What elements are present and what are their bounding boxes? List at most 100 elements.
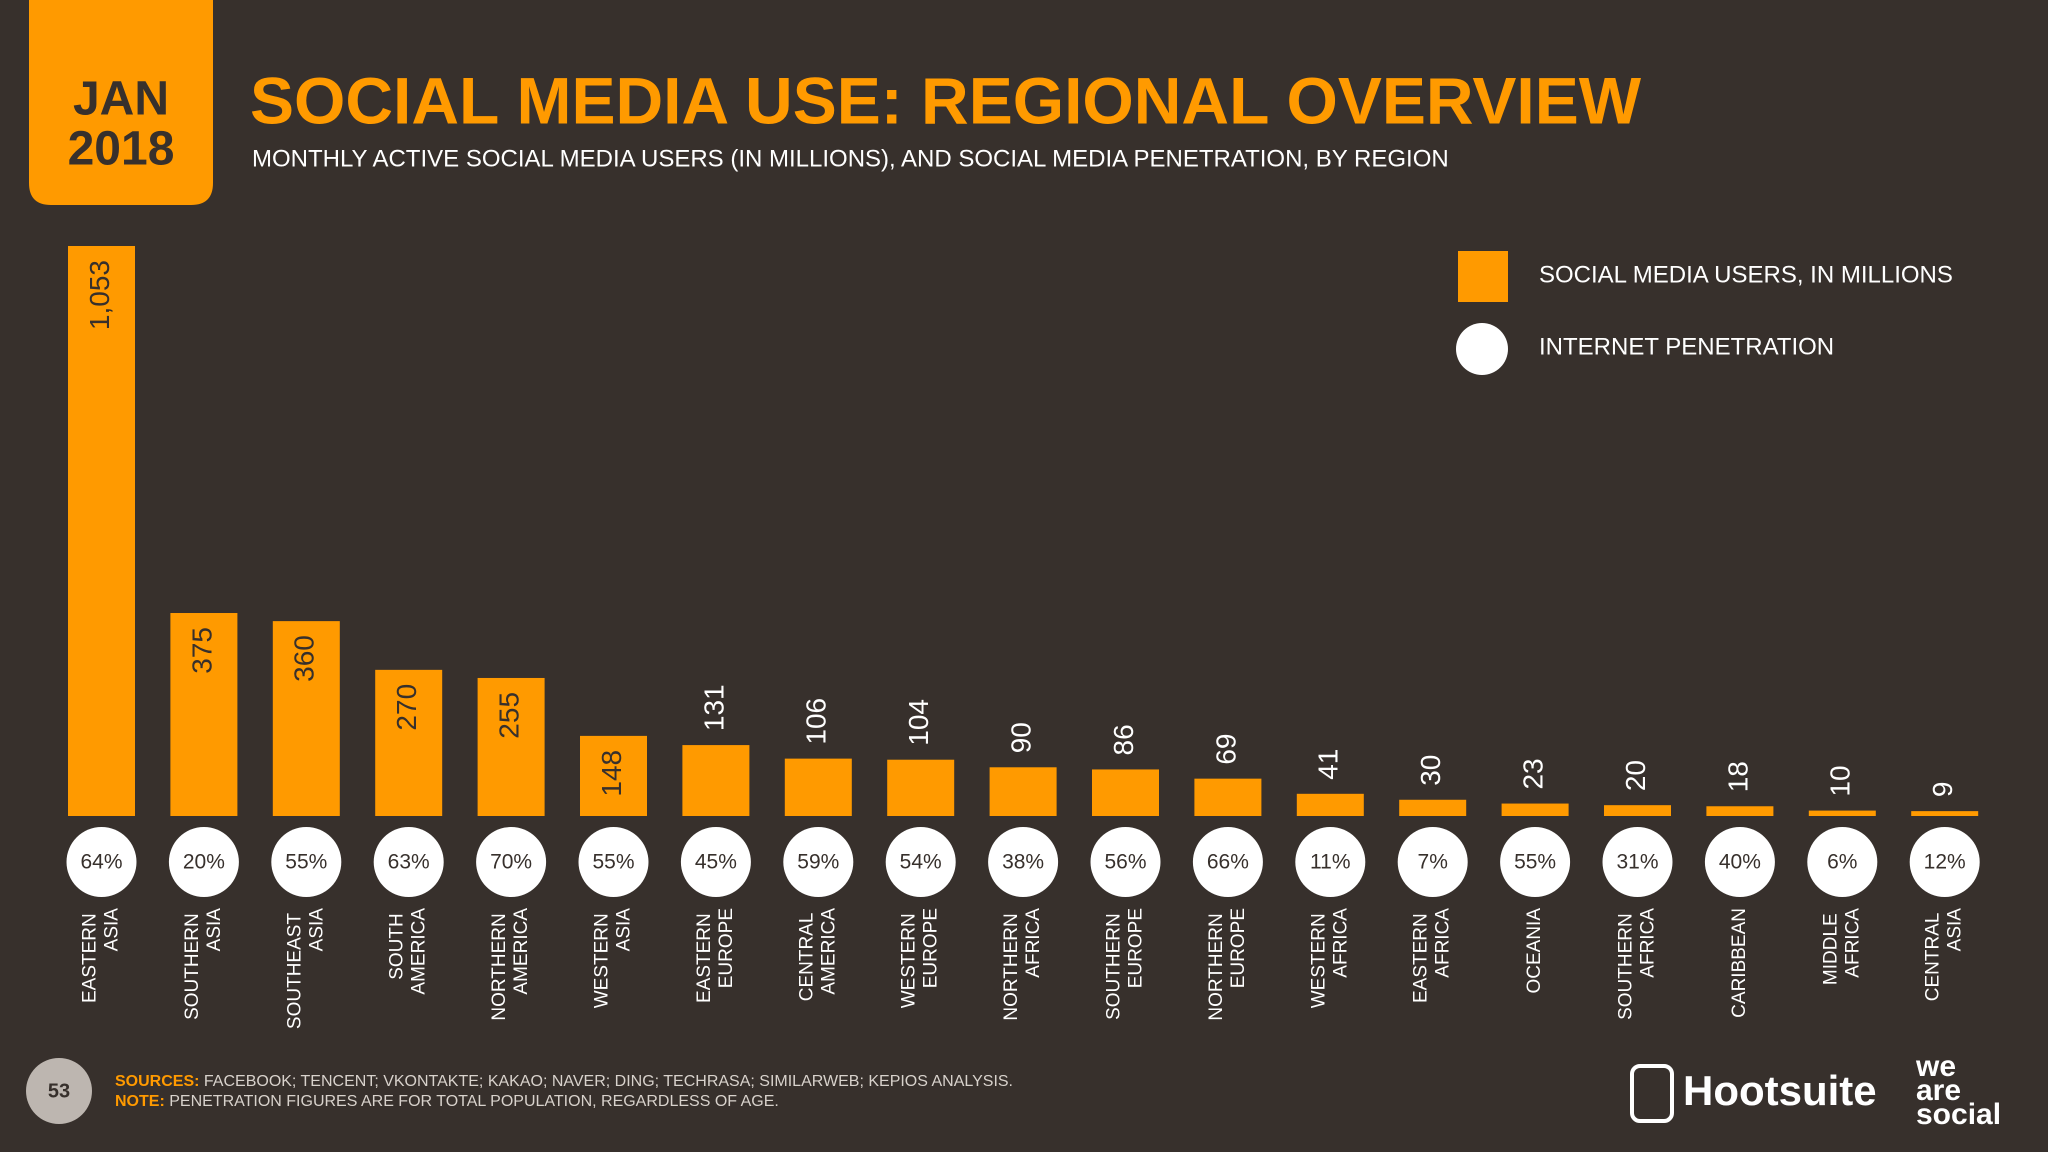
sources-text: FACEBOOK; TENCENT; VKONTAKTE; KAKAO; NAV… bbox=[204, 1073, 1013, 1090]
brand-social-3: social bbox=[1916, 1098, 2001, 1131]
category-label: CENTRAL ASIA bbox=[1923, 908, 1966, 1002]
penetration-circle bbox=[680, 827, 751, 897]
legend-swatch-bar bbox=[1458, 251, 1508, 302]
brand-social-2: are bbox=[1916, 1074, 1961, 1107]
category-label: CENTRAL AMERICA bbox=[796, 908, 839, 1002]
penetration-label: 55% bbox=[285, 851, 327, 874]
penetration-circle bbox=[1704, 827, 1775, 897]
penetration-circle bbox=[578, 827, 649, 897]
penetration-label: 56% bbox=[1104, 851, 1146, 874]
category-line: WESTERN bbox=[592, 908, 613, 1008]
brand-social-1: we bbox=[1915, 1050, 1956, 1083]
penetration-circle bbox=[988, 827, 1059, 897]
penetration-label: 66% bbox=[1207, 851, 1249, 874]
bar-value-label: 10 bbox=[1825, 765, 1856, 796]
penetration-circle bbox=[1500, 827, 1571, 897]
bar-value-label: 148 bbox=[596, 750, 627, 797]
category-line: ASIA bbox=[306, 908, 327, 952]
bar bbox=[1092, 769, 1159, 816]
category-line: CARIBBEAN bbox=[1729, 908, 1750, 1018]
penetration-circle bbox=[1909, 827, 1980, 897]
category-line: AMERICA bbox=[818, 908, 839, 995]
category-line: EASTERN bbox=[1411, 908, 1432, 1003]
category-line: EASTERN bbox=[694, 908, 715, 1003]
date-tab bbox=[29, 0, 213, 205]
category-line: ASIA bbox=[204, 908, 225, 952]
category-line: EASTERN bbox=[80, 908, 101, 1003]
category-line: EUROPE bbox=[1126, 908, 1147, 988]
category-label: CARIBBEAN bbox=[1729, 908, 1750, 1018]
category-line: AFRICA bbox=[1638, 908, 1659, 978]
penetration-label: 55% bbox=[1514, 851, 1556, 874]
category-label: NORTHERN EUROPE bbox=[1206, 908, 1249, 1021]
bar-value-label: 360 bbox=[289, 635, 320, 682]
penetration-label: 70% bbox=[490, 851, 532, 874]
chart-title: SOCIAL MEDIA USE: REGIONAL OVERVIEW bbox=[250, 63, 1642, 137]
bar bbox=[1296, 793, 1364, 816]
category-line: WESTERN bbox=[1308, 908, 1329, 1008]
bar bbox=[477, 677, 545, 816]
category-label: WESTERN EUROPE bbox=[899, 908, 942, 1008]
sources-label: SOURCES: bbox=[115, 1073, 199, 1090]
penetration-circle bbox=[66, 827, 137, 897]
page-number: 53 bbox=[48, 1080, 70, 1102]
note-label: NOTE: bbox=[115, 1093, 165, 1110]
category-line: AFRICA bbox=[1023, 908, 1044, 978]
penetration-label: 40% bbox=[1719, 851, 1761, 874]
bar-value-label: 20 bbox=[1620, 760, 1651, 791]
bar-value-label: 69 bbox=[1210, 733, 1241, 764]
bar bbox=[68, 246, 135, 816]
penetration-circle bbox=[1295, 827, 1366, 897]
bar bbox=[580, 735, 647, 816]
penetration-circle bbox=[1807, 827, 1878, 897]
penetration-label: 20% bbox=[183, 851, 225, 874]
category-line: ASIA bbox=[102, 908, 123, 952]
category-label: MIDDLE AFRICA bbox=[1820, 908, 1863, 985]
penetration-label: 12% bbox=[1924, 851, 1966, 874]
category-label: WESTERN AFRICA bbox=[1308, 908, 1351, 1009]
category-line: EUROPE bbox=[1228, 908, 1249, 988]
bar bbox=[1911, 811, 1979, 816]
penetration-circle bbox=[885, 827, 956, 897]
penetration-circle bbox=[168, 827, 239, 897]
bar bbox=[1501, 803, 1569, 816]
legend-swatch-circle bbox=[1456, 323, 1508, 375]
page-number-badge bbox=[26, 1058, 92, 1124]
bar-value-label: 86 bbox=[1108, 724, 1139, 755]
penetration-label: 11% bbox=[1310, 851, 1350, 874]
category-line: AMERICA bbox=[409, 908, 430, 995]
category-line: SOUTHERN bbox=[182, 908, 203, 1020]
category-line: NORTHERN bbox=[489, 908, 510, 1021]
bar bbox=[1194, 778, 1262, 816]
note-text: PENETRATION FIGURES ARE FOR TOTAL POPULA… bbox=[169, 1093, 779, 1110]
penetration-label: 64% bbox=[80, 851, 122, 874]
bar-value-label: 270 bbox=[391, 684, 422, 731]
category-line: AFRICA bbox=[1842, 908, 1863, 978]
penetration-circle bbox=[271, 827, 342, 897]
category-line: AFRICA bbox=[1433, 908, 1454, 978]
legend-label: SOCIAL MEDIA USERS, IN MILLIONS bbox=[1539, 261, 1953, 288]
penetration-label: 54% bbox=[900, 851, 942, 874]
category-label: EASTERN EUROPE bbox=[694, 908, 737, 1003]
category-label: SOUTHERN AFRICA bbox=[1616, 908, 1659, 1020]
bar bbox=[272, 621, 340, 816]
penetration-label: 31% bbox=[1616, 851, 1658, 874]
penetration-circle bbox=[783, 827, 854, 897]
category-label: NORTHERN AFRICA bbox=[1001, 908, 1044, 1021]
category-line: CENTRAL bbox=[796, 908, 817, 1001]
category-line: EUROPE bbox=[716, 908, 737, 988]
category-line: AMERICA bbox=[511, 908, 532, 995]
category-label: OCEANIA bbox=[1524, 908, 1545, 994]
penetration-label: 6% bbox=[1827, 851, 1857, 874]
penetration-circle bbox=[373, 827, 444, 897]
category-line: SOUTHERN bbox=[1616, 908, 1637, 1020]
bar bbox=[682, 745, 750, 816]
category-label: EASTERN ASIA bbox=[80, 908, 123, 1003]
category-label: NORTHERN AMERICA bbox=[489, 908, 532, 1021]
bar-value-label: 90 bbox=[1005, 722, 1036, 753]
penetration-label: 55% bbox=[592, 851, 634, 874]
bar bbox=[375, 669, 443, 816]
penetration-label: 63% bbox=[388, 851, 430, 874]
